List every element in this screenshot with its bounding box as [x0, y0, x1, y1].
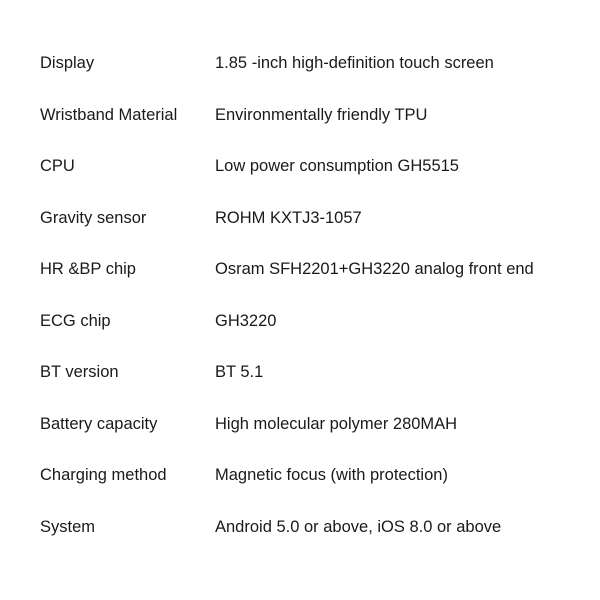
- spec-row: HR &BP chip Osram SFH2201+GH3220 analog …: [40, 260, 570, 279]
- spec-label: System: [40, 518, 215, 537]
- spec-table: Display 1.85 -inch high-definition touch…: [40, 54, 570, 537]
- spec-label: ECG chip: [40, 312, 215, 331]
- spec-value: GH3220: [215, 312, 276, 331]
- spec-label: CPU: [40, 157, 215, 176]
- spec-label: Wristband Material: [40, 106, 215, 125]
- spec-value: 1.85 -inch high-definition touch screen: [215, 54, 494, 73]
- spec-row: BT version BT 5.1: [40, 363, 570, 382]
- spec-label: HR &BP chip: [40, 260, 215, 279]
- spec-value: BT 5.1: [215, 363, 263, 382]
- spec-value: High molecular polymer 280MAH: [215, 415, 457, 434]
- spec-label: Gravity sensor: [40, 209, 215, 228]
- spec-row: ECG chip GH3220: [40, 312, 570, 331]
- spec-value: Low power consumption GH5515: [215, 157, 459, 176]
- spec-row: CPU Low power consumption GH5515: [40, 157, 570, 176]
- spec-row: Display 1.85 -inch high-definition touch…: [40, 54, 570, 73]
- spec-value: ROHM KXTJ3-1057: [215, 209, 362, 228]
- spec-label: Display: [40, 54, 215, 73]
- spec-row: System Android 5.0 or above, iOS 8.0 or …: [40, 518, 570, 537]
- spec-label: Battery capacity: [40, 415, 215, 434]
- spec-row: Gravity sensor ROHM KXTJ3-1057: [40, 209, 570, 228]
- spec-value: Android 5.0 or above, iOS 8.0 or above: [215, 518, 501, 537]
- spec-row: Wristband Material Environmentally frien…: [40, 106, 570, 125]
- spec-row: Charging method Magnetic focus (with pro…: [40, 466, 570, 485]
- spec-value: Magnetic focus (with protection): [215, 466, 448, 485]
- spec-row: Battery capacity High molecular polymer …: [40, 415, 570, 434]
- spec-value: Osram SFH2201+GH3220 analog front end: [215, 260, 534, 279]
- spec-value: Environmentally friendly TPU: [215, 106, 427, 125]
- spec-label: BT version: [40, 363, 215, 382]
- spec-label: Charging method: [40, 466, 215, 485]
